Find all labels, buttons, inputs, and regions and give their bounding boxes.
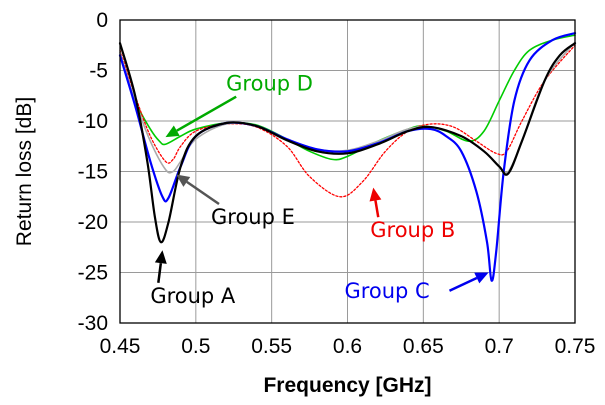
annotations: Group D Group E Group B Group A Group C (150, 72, 489, 308)
series-layer (118, 32, 577, 282)
x-tick-label: 0.7 (485, 335, 514, 358)
annotation-label-group-c: Group C (344, 279, 429, 303)
series-line-group-a (118, 42, 577, 244)
annotation-label-group-d: Group D (226, 72, 313, 96)
y-tick-label: -20 (78, 211, 108, 234)
annotation-arrow-shaft (176, 95, 237, 132)
x-tick-label: 0.45 (100, 335, 141, 358)
annotation-arrow-shaft (186, 180, 220, 206)
x-tick-label: 0.5 (181, 335, 210, 358)
plot-frame (119, 19, 576, 324)
x-tick-label: 0.75 (555, 335, 596, 358)
y-tick-label: -30 (78, 312, 108, 335)
y-axis-title: Return loss [dB] (13, 97, 36, 246)
y-tick-label: 0 (96, 9, 108, 32)
annotation-arrow-head (165, 125, 180, 138)
y-tick-label: -5 (89, 60, 108, 83)
annotation-label-group-a: Group A (150, 284, 236, 308)
x-tick-label: 0.55 (251, 335, 292, 358)
annotation-label-group-b: Group B (370, 218, 455, 242)
annotation-arrow-head (369, 187, 382, 202)
grid-lines (119, 19, 576, 324)
annotation-arrow-head (176, 174, 191, 187)
annotation-arrow-head (154, 250, 167, 264)
series-line-group-b (119, 44, 576, 198)
x-axis-title: Frequency [GHz] (263, 374, 431, 397)
x-tick-label: 0.6 (333, 335, 362, 358)
y-tick-label: -15 (78, 161, 108, 184)
annotation-arrow-head (474, 272, 489, 284)
annotation-arrow-shaft (157, 263, 163, 283)
series-line-group-d (119, 34, 576, 161)
annotation-label-group-e: Group E (211, 205, 295, 229)
annotation-arrow-shaft (374, 200, 380, 218)
annotation-arrow-shaft (448, 276, 478, 292)
x-tick-label: 0.65 (403, 335, 444, 358)
tick-labels: 0.45 0.5 0.55 0.6 0.65 0.7 0.75 0 -5 -10 -15 -20 -25… (78, 9, 596, 358)
y-tick-label: -10 (78, 110, 108, 133)
y-tick-label: -25 (78, 262, 108, 285)
